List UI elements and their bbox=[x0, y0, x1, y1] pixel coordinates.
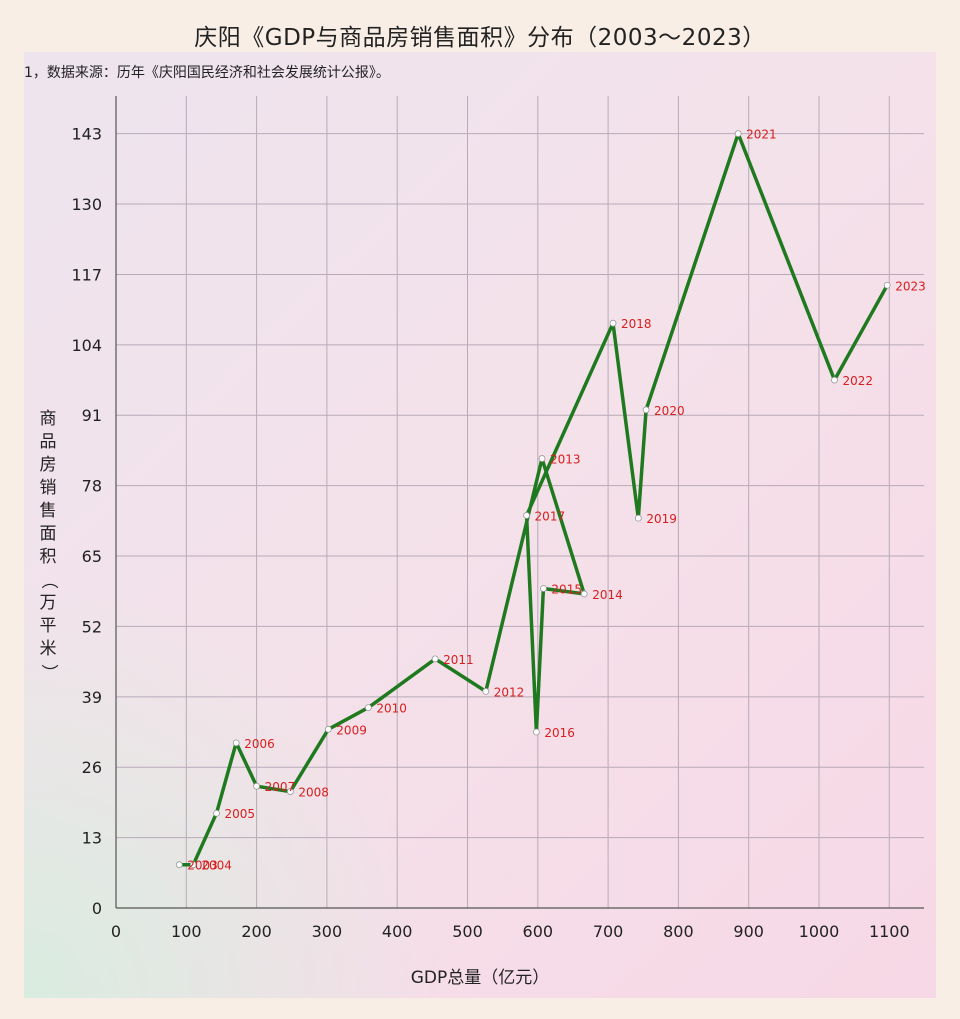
data-label: 2021 bbox=[746, 128, 777, 142]
x-tick-label: 1100 bbox=[869, 922, 910, 941]
data-point bbox=[883, 281, 891, 289]
data-label: 2018 bbox=[621, 317, 652, 331]
data-point bbox=[324, 725, 332, 733]
y-axis-label-char: 平 bbox=[39, 616, 57, 636]
data-label: 2006 bbox=[244, 737, 275, 751]
y-axis-label-char: 售 bbox=[39, 501, 57, 521]
data-point bbox=[538, 455, 546, 462]
y-tick-label: 39 bbox=[82, 688, 102, 707]
data-point bbox=[609, 319, 617, 327]
data-label: 2010 bbox=[376, 702, 407, 716]
data-source-note: 1，数据来源：历年《庆阳国民经济和社会发展统计公报》。 bbox=[24, 65, 390, 81]
y-tick-label: 117 bbox=[71, 265, 102, 284]
data-label: 2005 bbox=[225, 807, 256, 821]
y-tick-label: 26 bbox=[82, 758, 102, 777]
y-axis-label-char: 米 bbox=[39, 639, 57, 659]
data-label: 2004 bbox=[201, 859, 232, 873]
data-label: 2003 bbox=[187, 859, 218, 873]
axes bbox=[115, 96, 924, 909]
data-label: 2022 bbox=[842, 374, 873, 388]
y-tick-label: 13 bbox=[82, 829, 102, 848]
data-label: 2023 bbox=[895, 279, 926, 293]
y-axis-label-char: ） bbox=[38, 664, 59, 681]
y-tick-labels: 0 13 26 39 52 65 78 91 104 117 130 143 bbox=[71, 125, 102, 918]
y-axis-label-char: 万 bbox=[39, 593, 57, 613]
data-label: 2020 bbox=[654, 404, 685, 418]
x-tick-label: 0 bbox=[111, 922, 121, 941]
data-label: 2016 bbox=[544, 726, 575, 740]
y-axis-label-char: （ bbox=[38, 572, 59, 589]
x-axis-label: GDP总量（亿元） bbox=[410, 968, 550, 988]
y-tick-label: 52 bbox=[82, 617, 102, 636]
series-gdp-vs-housing bbox=[177, 131, 889, 867]
data-point bbox=[580, 590, 588, 598]
x-tick-label: 700 bbox=[593, 922, 624, 941]
data-point bbox=[286, 788, 294, 795]
data-point bbox=[532, 728, 540, 736]
data-label: 2017 bbox=[535, 509, 566, 523]
y-tick-label: 143 bbox=[71, 125, 102, 144]
y-tick-label: 104 bbox=[71, 336, 102, 355]
chart-title: 庆阳《GDP与商品房销售面积》分布（2003～2023） bbox=[194, 25, 766, 51]
x-tick-label: 500 bbox=[452, 922, 483, 941]
data-label: 2015 bbox=[551, 583, 582, 597]
data-point bbox=[232, 739, 240, 747]
grid-lines bbox=[116, 96, 924, 908]
x-tick-label: 100 bbox=[171, 922, 202, 941]
y-axis-label-char: 销 bbox=[39, 478, 57, 498]
data-label: 2019 bbox=[646, 512, 677, 526]
y-axis-label: 商品房销售面积 （ 万平米 ） bbox=[34, 408, 62, 684]
data-label: 2013 bbox=[550, 453, 581, 467]
y-tick-label: 65 bbox=[82, 547, 102, 566]
y-axis-label-char: 积 bbox=[39, 547, 57, 567]
data-label: 2011 bbox=[443, 653, 474, 667]
y-tick-label: 78 bbox=[82, 477, 102, 496]
x-tick-label: 1000 bbox=[799, 922, 840, 941]
y-axis-label-char: 房 bbox=[39, 455, 57, 475]
x-tick-label: 900 bbox=[733, 922, 764, 941]
data-point bbox=[642, 406, 650, 414]
data-point bbox=[364, 704, 372, 712]
data-point bbox=[175, 861, 183, 869]
y-tick-label: 91 bbox=[82, 406, 102, 425]
data-label: 2012 bbox=[494, 685, 525, 699]
data-point bbox=[523, 512, 530, 519]
data-point bbox=[189, 861, 197, 869]
data-point bbox=[213, 809, 220, 817]
data-label: 2008 bbox=[298, 786, 329, 800]
data-point bbox=[482, 688, 490, 695]
y-axis-label-char: 面 bbox=[39, 524, 57, 544]
x-tick-label: 400 bbox=[382, 922, 413, 941]
data-label: 2014 bbox=[592, 588, 623, 602]
series-line bbox=[177, 131, 889, 867]
data-label: 2009 bbox=[336, 723, 367, 737]
y-axis-label-char: 商 bbox=[39, 409, 57, 429]
data-point bbox=[634, 514, 642, 522]
data-point bbox=[831, 376, 838, 384]
y-tick-label: 130 bbox=[71, 195, 102, 214]
data-point bbox=[540, 585, 547, 592]
x-tick-labels: 0 100 200 300 400 500 600 700 800 900 1000 1100 bbox=[111, 922, 910, 941]
data-point bbox=[431, 655, 439, 663]
data-point bbox=[253, 782, 261, 790]
y-axis-label-char: 品 bbox=[39, 432, 57, 452]
x-tick-label: 800 bbox=[663, 922, 694, 941]
data-points bbox=[175, 130, 891, 869]
x-tick-label: 200 bbox=[241, 922, 272, 941]
y-tick-label: 0 bbox=[92, 899, 102, 918]
x-tick-label: 600 bbox=[523, 922, 554, 941]
data-point bbox=[734, 130, 742, 138]
data-label: 2007 bbox=[265, 780, 296, 794]
x-tick-label: 300 bbox=[312, 922, 343, 941]
